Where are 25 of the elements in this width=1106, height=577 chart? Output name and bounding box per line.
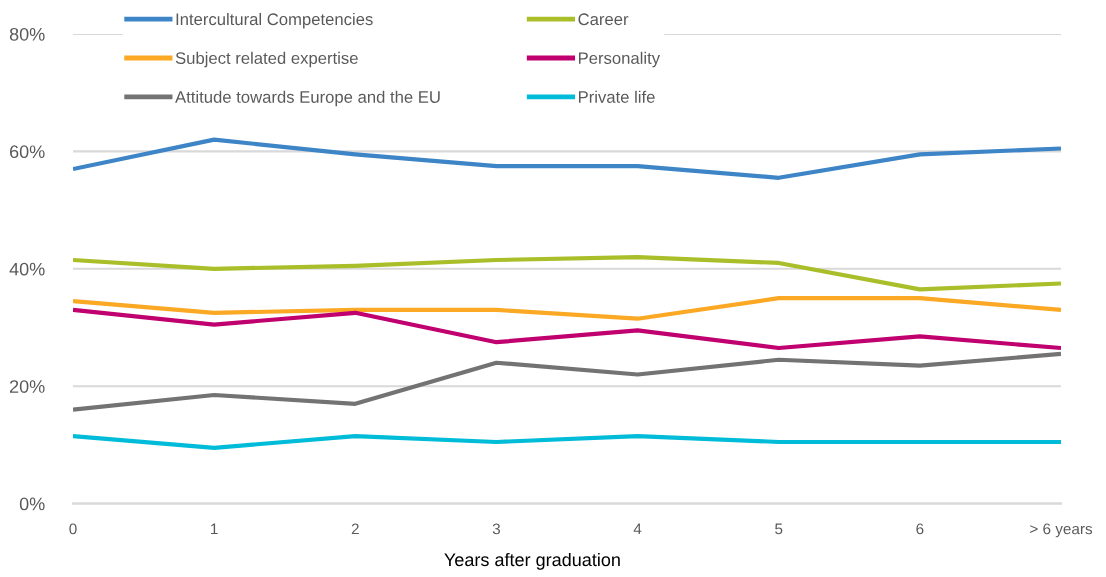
x-tick-label: 2	[351, 523, 359, 535]
x-tick-label: > 6 years	[1030, 523, 1093, 538]
x-axis-title: Years after graduation	[444, 552, 620, 570]
line-series	[73, 254, 1061, 292]
legend-label: Private life	[578, 90, 655, 103]
y-tick-label: 20%	[9, 380, 45, 393]
legend-label: Personality	[578, 51, 661, 68]
legend-label: Attitude towards Europe and the EU	[175, 90, 440, 107]
line-series	[73, 351, 1061, 412]
line-series	[73, 307, 1061, 351]
x-tick-label: 5	[775, 523, 783, 535]
line-series	[73, 137, 1061, 180]
y-tick-label: 80%	[9, 27, 45, 41]
x-tick-label: 6	[916, 523, 924, 535]
x-tick-label: 3	[492, 523, 501, 535]
x-tick-label: 1	[211, 523, 218, 535]
legend-label: Career	[578, 13, 629, 26]
legend-label: Subject related expertise	[175, 51, 358, 68]
y-tick-label: 60%	[10, 145, 45, 159]
legend-label: Intercultural Competencies	[176, 12, 373, 29]
x-tick-label: 4	[633, 523, 642, 535]
y-tick-label: 40%	[9, 262, 45, 276]
line-series	[73, 296, 1061, 321]
y-tick-label: 0%	[19, 497, 45, 511]
x-tick-label: 0	[69, 523, 77, 535]
